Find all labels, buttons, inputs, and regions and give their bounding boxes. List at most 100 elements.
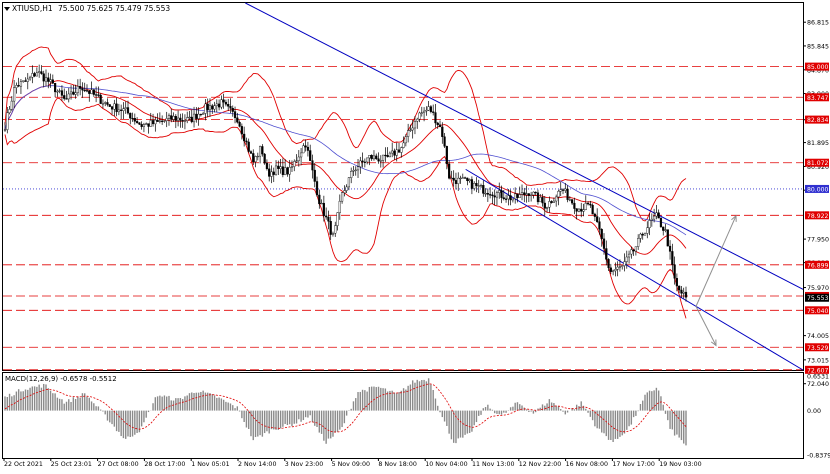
candle-body bbox=[95, 94, 98, 96]
candle-body bbox=[673, 264, 676, 279]
time-tick-label: 17 Nov 17:00 bbox=[612, 461, 654, 468]
candle-body bbox=[204, 103, 207, 114]
candle-body bbox=[336, 212, 339, 226]
level-price-tag bbox=[805, 343, 829, 352]
candle-body bbox=[136, 121, 139, 123]
candle-body bbox=[165, 118, 168, 121]
candle-body bbox=[486, 193, 489, 195]
candle-body bbox=[258, 146, 262, 157]
price-tick-label: 74.005 bbox=[807, 333, 829, 340]
bollinger-upper bbox=[4, 46, 687, 222]
candle-body bbox=[92, 89, 95, 95]
time-tick-label: 5 Nov 09:00 bbox=[332, 461, 370, 468]
candle-body bbox=[279, 166, 282, 169]
candle-body bbox=[311, 160, 314, 171]
candle-body bbox=[441, 126, 444, 137]
candle-body bbox=[489, 194, 492, 196]
candle-body bbox=[49, 79, 52, 82]
candle-body bbox=[655, 212, 658, 217]
candle-body bbox=[591, 204, 594, 215]
candle-body bbox=[507, 195, 510, 200]
candle-body bbox=[329, 221, 332, 235]
candle-body bbox=[457, 177, 460, 184]
candle-body bbox=[17, 85, 20, 87]
candle-body bbox=[659, 217, 663, 228]
time-tick-label: 3 Nov 23:00 bbox=[285, 461, 323, 468]
candle-body bbox=[208, 105, 212, 111]
time-tick-label: 2 Nov 14:00 bbox=[238, 461, 276, 468]
candle-body bbox=[589, 203, 592, 206]
candle-body bbox=[557, 191, 560, 198]
candle-body bbox=[675, 278, 678, 287]
level-price-label: 85.000 bbox=[807, 64, 828, 71]
candle-body bbox=[327, 216, 330, 222]
candle-body bbox=[621, 265, 624, 267]
candle-body bbox=[197, 113, 200, 119]
candle-body bbox=[334, 225, 337, 234]
candle-body bbox=[167, 115, 171, 119]
candle-body bbox=[662, 226, 665, 231]
candle-body bbox=[436, 122, 439, 126]
channel-lower-line bbox=[465, 168, 804, 371]
candle-body bbox=[452, 177, 455, 181]
candle-body bbox=[409, 129, 412, 131]
header-dropdown-icon[interactable] bbox=[4, 7, 10, 11]
candle-body bbox=[448, 163, 451, 179]
candle-body bbox=[502, 197, 505, 200]
candle-body bbox=[561, 189, 565, 191]
candle-body bbox=[158, 120, 161, 122]
candle-body bbox=[72, 91, 75, 95]
candle-body bbox=[249, 151, 253, 154]
candle-body bbox=[445, 146, 448, 165]
candle-body bbox=[120, 109, 123, 111]
candle-body bbox=[577, 208, 581, 212]
candle-body bbox=[514, 193, 517, 200]
macd-tick-label: -0.8379 bbox=[807, 453, 830, 460]
candle-body bbox=[101, 103, 105, 105]
candle-body bbox=[295, 160, 298, 162]
time-tick-label: 25 Oct 23:01 bbox=[51, 461, 92, 468]
candle-body bbox=[523, 192, 526, 195]
candle-body bbox=[245, 140, 248, 143]
candle-body bbox=[227, 103, 230, 107]
candle-body bbox=[304, 145, 307, 148]
price-tick-label: 81.895 bbox=[807, 140, 829, 147]
candle-body bbox=[252, 153, 255, 163]
candle-body bbox=[117, 109, 120, 113]
current-price-label: 75.553 bbox=[807, 295, 828, 302]
candle-body bbox=[156, 119, 159, 122]
candle-body bbox=[145, 123, 148, 125]
candle-body bbox=[463, 177, 467, 179]
candle-body bbox=[605, 248, 608, 260]
candle-body bbox=[115, 103, 118, 113]
time-tick-label: 10 Nov 04:00 bbox=[425, 461, 467, 468]
macd-label: MACD(12,26,9) -0.6578 -0.5512 bbox=[5, 375, 117, 383]
candle-body bbox=[233, 111, 237, 119]
candle-body bbox=[188, 116, 191, 119]
candle-body bbox=[47, 77, 50, 82]
candle-body bbox=[195, 113, 198, 119]
candle-body bbox=[288, 167, 291, 175]
candle-body bbox=[609, 267, 612, 272]
candle-body bbox=[552, 200, 555, 203]
candle-body bbox=[129, 112, 132, 119]
candle-body bbox=[573, 202, 576, 209]
candle-body bbox=[284, 167, 287, 175]
candle-body bbox=[379, 160, 382, 162]
candle-body bbox=[106, 102, 109, 105]
candle-body bbox=[240, 126, 243, 135]
candle-body bbox=[40, 71, 43, 74]
candle-body bbox=[491, 194, 494, 196]
candle-body bbox=[427, 106, 430, 111]
candle-body bbox=[671, 251, 674, 265]
candle-body bbox=[612, 270, 615, 272]
candle-body bbox=[443, 136, 446, 147]
candle-body bbox=[154, 119, 157, 125]
level-price-label: 75.040 bbox=[807, 308, 828, 315]
candle-body bbox=[229, 106, 232, 109]
candle-body bbox=[368, 155, 371, 159]
candle-body bbox=[550, 201, 553, 203]
candle-body bbox=[598, 221, 601, 230]
candle-body bbox=[650, 218, 653, 221]
